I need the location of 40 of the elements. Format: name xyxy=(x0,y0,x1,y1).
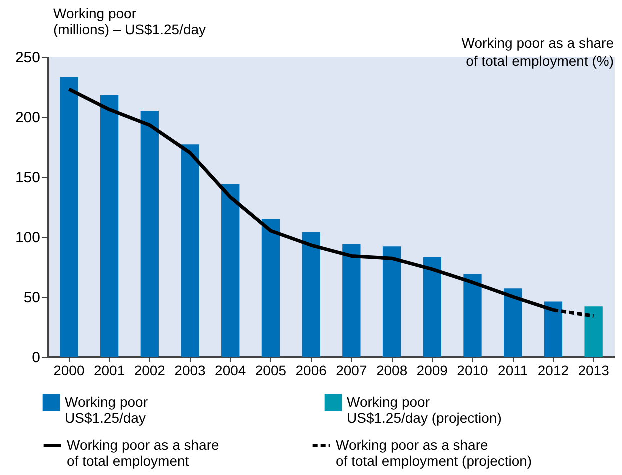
bar xyxy=(140,111,159,357)
legend-label: Working poor as a share of total employment (projection) xyxy=(336,436,532,469)
legend-label: Working poor as a share of total employment xyxy=(67,436,220,469)
bar xyxy=(382,246,402,357)
bar xyxy=(60,77,78,357)
x-tick-label: 2008 xyxy=(376,362,408,378)
y-tick-label: 150 xyxy=(15,170,40,186)
bar xyxy=(342,244,361,357)
x-tick-label: 2000 xyxy=(54,362,85,378)
legend-label: Working poor US$1.25/day xyxy=(65,394,148,426)
x-tick-label: 2004 xyxy=(215,362,246,378)
bar xyxy=(544,302,563,357)
y-tick-label: 200 xyxy=(15,110,40,126)
x-tick-label: 2007 xyxy=(336,362,368,378)
x-tick-label: 2003 xyxy=(174,362,206,378)
bar xyxy=(584,306,603,357)
legend-label: Working poor US$1.25/day (projection) xyxy=(347,394,502,426)
bar xyxy=(423,257,442,357)
y-tick-label: 0 xyxy=(32,350,40,366)
bar xyxy=(262,219,280,357)
x-tick-label: 2012 xyxy=(538,362,570,378)
bar xyxy=(100,95,119,357)
bar xyxy=(181,144,200,357)
x-tick-label: 2006 xyxy=(296,362,328,378)
x-tick-label: 2013 xyxy=(578,362,610,378)
x-tick-label: 2005 xyxy=(255,362,287,378)
y-tick-label: 50 xyxy=(24,290,40,306)
y-tick-label: 100 xyxy=(15,230,40,246)
bar xyxy=(464,274,482,357)
y-axis-title: Working poor (millions) – US$1.25/day xyxy=(54,6,206,38)
y-tick-label: 250 xyxy=(15,50,40,66)
y2-axis-title: Working poor as a share of total employment (%) xyxy=(462,35,614,69)
bar xyxy=(302,232,320,357)
x-tick-label: 2010 xyxy=(457,362,489,378)
x-tick-label: 2009 xyxy=(416,362,448,378)
bar xyxy=(222,184,240,357)
x-tick-label: 2001 xyxy=(94,362,126,378)
x-tick-label: 2002 xyxy=(134,362,166,378)
bar xyxy=(504,288,522,357)
x-tick-label: 2011 xyxy=(498,362,528,378)
